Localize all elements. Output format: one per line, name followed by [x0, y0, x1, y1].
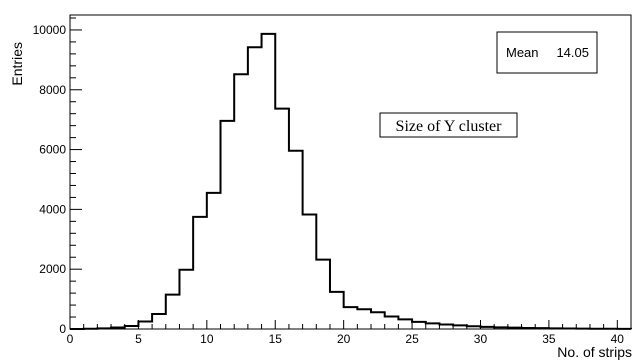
stats-mean-value: 14.05	[556, 45, 589, 60]
x-tick-label: 15	[269, 332, 283, 346]
x-tick-label: 10	[200, 332, 214, 346]
x-tick-label: 35	[542, 332, 556, 346]
stats-box: Mean 14.05	[496, 31, 598, 74]
y-tick-label: 8000	[39, 83, 66, 97]
stats-box-frame	[496, 31, 598, 74]
x-tick-label: 0	[67, 332, 74, 346]
x-tick-label: 30	[474, 332, 488, 346]
y-tick-label: 10000	[33, 23, 67, 37]
y-tick-labels: 0 2000 4000 6000 8000 10000	[33, 23, 67, 336]
annotation-frame	[379, 112, 518, 138]
x-tick-label: 20	[337, 332, 351, 346]
x-axis-label: No. of strips	[557, 344, 632, 360]
y-tick-label: 6000	[39, 143, 66, 157]
annotation-box: Size of Y cluster	[379, 112, 518, 138]
stats-mean-label: Mean	[506, 45, 539, 60]
x-tick-label: 25	[405, 332, 419, 346]
x-tick-label: 5	[135, 332, 142, 346]
y-tick-label: 4000	[39, 202, 66, 216]
histogram-series	[70, 32, 632, 330]
x-tick-labels: 0 5 10 15 20 25 30 35 40	[67, 332, 625, 346]
annotation-text: Size of Y cluster	[396, 118, 503, 135]
y-tick-label: 2000	[39, 262, 66, 276]
y-axis-label: Entries	[9, 42, 25, 86]
x-tick-label: 40	[611, 332, 625, 346]
plot-frame	[69, 14, 632, 330]
axis-ticks	[69, 17, 632, 330]
y-tick-label: 0	[59, 322, 66, 336]
